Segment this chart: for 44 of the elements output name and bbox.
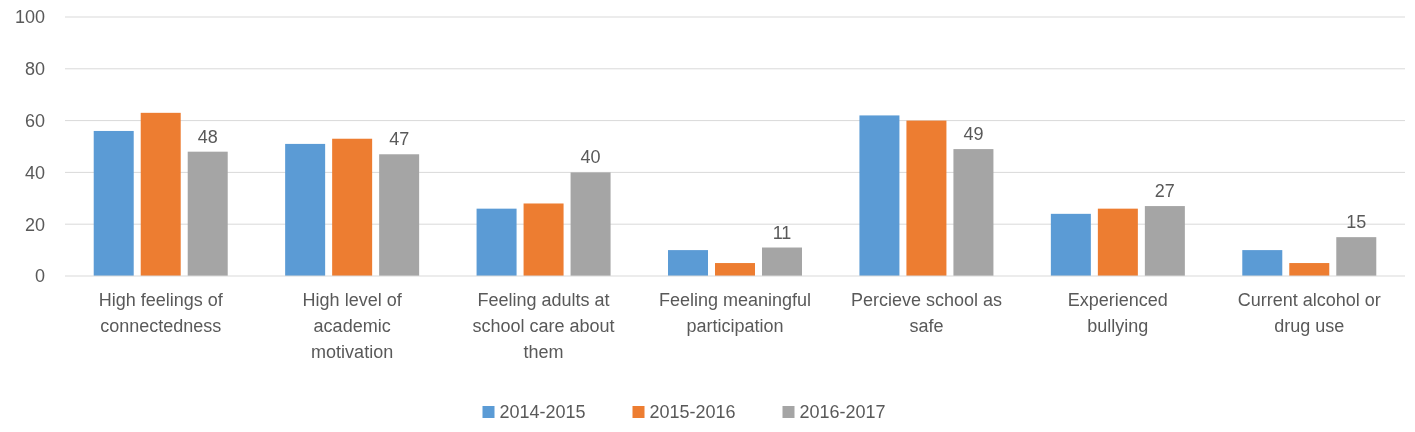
y-tick-label: 40 xyxy=(24,162,45,183)
legend-label: 2016-2017 xyxy=(799,402,886,422)
data-label: 48 xyxy=(197,126,218,147)
bar xyxy=(715,263,755,276)
x-tick-label: Percieve school as safe xyxy=(850,290,1002,336)
bar xyxy=(476,208,517,276)
bar xyxy=(379,154,420,276)
data-label: 49 xyxy=(963,124,984,145)
y-tick-label: 80 xyxy=(24,59,45,80)
data-label: 40 xyxy=(580,147,601,168)
x-tick-label: Experienced bullying xyxy=(1067,290,1168,336)
x-tick-label: High level of academic motivation xyxy=(302,290,403,362)
data-label: 15 xyxy=(1346,212,1367,233)
bar xyxy=(1242,250,1283,276)
bar xyxy=(953,149,994,276)
bar xyxy=(906,120,947,276)
y-tick-label: 20 xyxy=(24,214,45,235)
x-tick-label: High feelings of connectedness xyxy=(98,290,224,336)
data-label: 47 xyxy=(389,129,410,150)
bar xyxy=(668,250,708,276)
bar xyxy=(523,203,564,276)
bar xyxy=(1050,213,1091,276)
x-tick-label: Current alcohol or drug use xyxy=(1237,290,1381,336)
bar xyxy=(1144,206,1185,276)
bar xyxy=(1097,208,1138,276)
legend-label: 2014-2015 xyxy=(499,402,586,422)
x-tick-label: Feeling adults at school care about them xyxy=(472,290,615,362)
bar xyxy=(285,143,326,276)
bar xyxy=(762,247,802,276)
legend-label: 2015-2016 xyxy=(649,402,736,422)
bar xyxy=(859,115,900,276)
bar xyxy=(187,151,228,276)
bar xyxy=(1336,237,1377,276)
data-label: 11 xyxy=(772,222,792,243)
x-tick-label: Feeling meaningful participation xyxy=(658,290,812,336)
data-label: 27 xyxy=(1154,181,1175,202)
bar xyxy=(332,138,373,276)
y-tick-label: 60 xyxy=(24,110,45,131)
bar xyxy=(93,130,134,276)
y-tick-label: 100 xyxy=(14,7,45,28)
y-tick-label: 0 xyxy=(34,266,45,287)
bar xyxy=(570,172,611,276)
bar xyxy=(140,112,181,276)
bar xyxy=(1289,263,1330,276)
